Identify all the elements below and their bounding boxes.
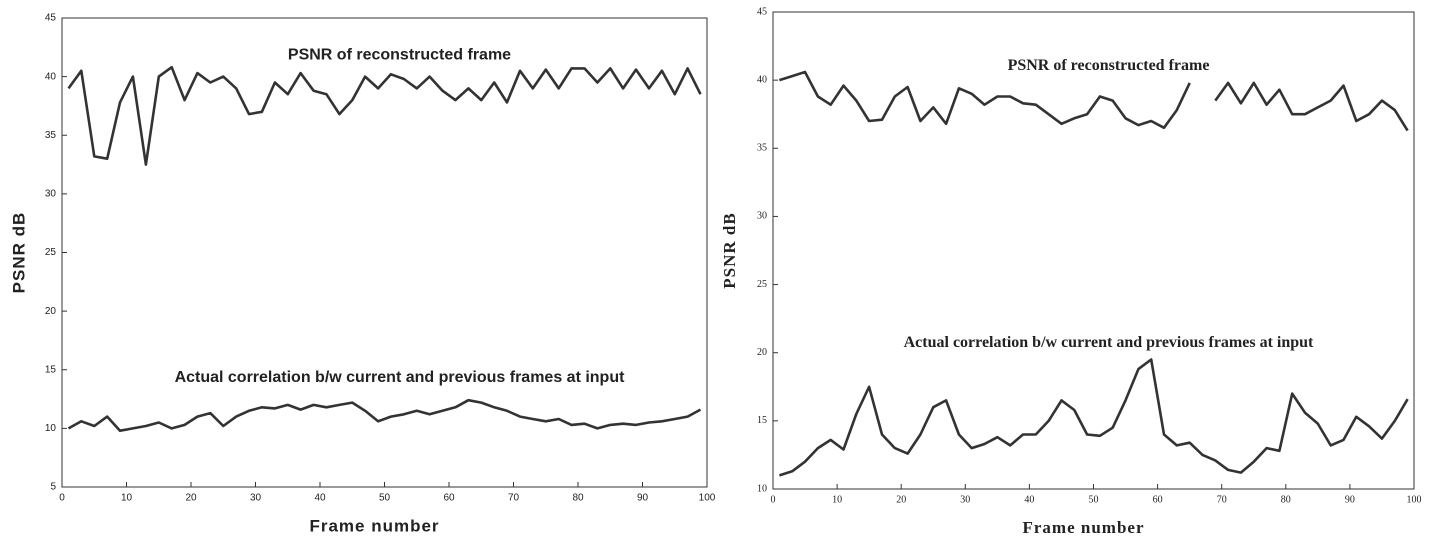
y-axis-label: PSNR dB <box>9 212 28 294</box>
x-tick-label: 50 <box>1089 494 1099 505</box>
x-tick-label: 40 <box>1024 494 1034 505</box>
x-tick-label: 100 <box>699 493 716 504</box>
x-tick-label: 60 <box>443 493 455 504</box>
x-tick-label: 80 <box>1281 494 1291 505</box>
x-tick-label: 50 <box>379 493 391 504</box>
y-tick-label: 15 <box>45 364 57 375</box>
y-tick-label: 10 <box>757 483 767 494</box>
y-tick-label: 45 <box>45 13 57 24</box>
series-annotation: PSNR of reconstructed frame <box>1008 57 1210 74</box>
y-tick-label: 20 <box>45 306 57 317</box>
x-tick-label: 70 <box>508 493 520 504</box>
x-axis-label: Frame number <box>1022 518 1144 537</box>
x-tick-label: 0 <box>59 493 65 504</box>
series-annotation: Actual correlation b/w current and previ… <box>904 334 1314 351</box>
y-tick-label: 45 <box>757 6 767 17</box>
y-tick-label: 35 <box>757 143 767 154</box>
y-tick-label: 30 <box>757 211 767 222</box>
y-tick-label: 10 <box>45 423 57 434</box>
x-tick-label: 30 <box>960 494 970 505</box>
chart-panel: 0 10 20 30 40 50 60 70 80 90 100 5 10 15 20 25 30 35 40 45 F… <box>9 13 715 536</box>
x-tick-label: 60 <box>1153 494 1163 505</box>
plot-frame <box>772 11 1415 490</box>
x-tick-label: 40 <box>314 493 326 504</box>
x-tick-label: 30 <box>250 493 262 504</box>
x-tick-label: 20 <box>185 493 197 504</box>
x-axis-label: Frame number <box>309 516 439 535</box>
plot-frame <box>61 17 708 488</box>
x-tick-label: 10 <box>121 493 133 504</box>
x-tick-label: 90 <box>637 493 649 504</box>
y-tick-label: 25 <box>757 279 767 290</box>
y-tick-label: 5 <box>50 482 56 493</box>
data-line <box>779 70 1409 132</box>
y-tick-label: 30 <box>45 189 57 200</box>
x-tick-label: 20 <box>896 494 906 505</box>
x-tick-label: 90 <box>1345 494 1355 505</box>
x-tick-label: 100 <box>1407 494 1422 505</box>
x-tick-label: 0 <box>771 494 776 505</box>
y-tick-label: 25 <box>45 247 57 258</box>
series-annotation: Actual correlation b/w current and previ… <box>175 369 626 386</box>
x-tick-label: 70 <box>1217 494 1227 505</box>
chart-panel: 0 10 20 30 40 50 60 70 80 90 100 10 15 20 25 30 35 40 45 Fr… <box>720 6 1422 537</box>
series-annotation: PSNR of reconstructed frame <box>288 47 511 64</box>
y-tick-label: 35 <box>45 130 57 141</box>
data-line <box>779 358 1409 477</box>
data-line <box>67 65 702 166</box>
data-line <box>67 398 702 432</box>
x-tick-label: 10 <box>832 494 842 505</box>
y-tick-label: 40 <box>45 71 57 82</box>
y-tick-label: 20 <box>757 347 767 358</box>
y-tick-label: 40 <box>757 74 767 85</box>
x-tick-label: 80 <box>572 493 584 504</box>
y-axis-label: PSNR dB <box>720 212 739 288</box>
y-tick-label: 15 <box>757 415 767 426</box>
